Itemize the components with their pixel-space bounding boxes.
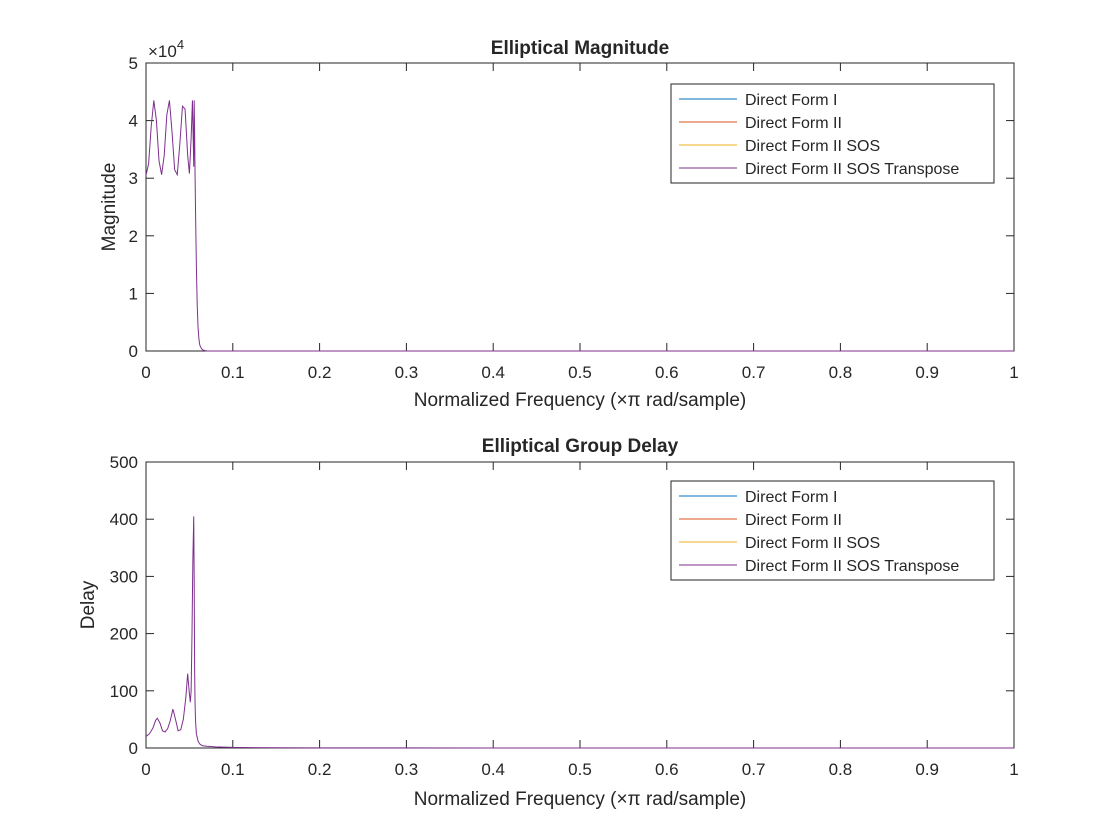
group-delay-title: Elliptical Group Delay [482,436,679,457]
group-delay-legend-label: Direct Form I [745,489,837,506]
magnitude-axes: Elliptical Magnitude Normalized Frequenc… [99,37,1019,411]
group-delay-xtick-label: 1 [1009,760,1018,779]
group-delay-series-line-3 [145,516,1014,749]
magnitude-series-line-3 [145,100,1014,352]
group-delay-xtick-label: 0.9 [915,760,939,779]
group-delay-xtick-label: 0.8 [829,760,853,779]
group-delay-legend: Direct Form I Direct Form II Direct Form I… [670,480,995,581]
magnitude-legend: Direct Form I Direct Form II Direct Form I… [670,83,995,184]
group-delay-axes: Elliptical Group Delay Normalized Freque… [78,436,1019,810]
group-delay-xtick-label: 0.3 [395,760,419,779]
group-delay-xtick-label: 0.1 [221,760,245,779]
magnitude-ytick-label: 5 [129,54,138,73]
group-delay-legend-label: Direct Form II SOS Transpose [745,558,959,575]
magnitude-xtick-label: 0 [141,363,150,382]
group-delay-xtick-label: 0.2 [308,760,332,779]
magnitude-legend-box [670,83,995,184]
magnitude-xlabel: Normalized Frequency (×π rad/sample) [414,390,747,411]
magnitude-xtick-label: 0.3 [395,363,419,382]
group-delay-xtick-label: 0 [141,760,150,779]
group-delay-legend-label: Direct Form II SOS [745,535,880,552]
group-delay-ytick-label: 400 [110,510,138,529]
magnitude-xtick-label: 1 [1009,363,1018,382]
magnitude-lines [145,100,1014,352]
magnitude-legend-label: Direct Form II SOS [745,138,880,155]
magnitude-legend-label: Direct Form II [745,115,842,132]
magnitude-ytick-label: 4 [129,112,138,131]
magnitude-ylabel: Magnitude [99,163,120,252]
group-delay-xlabel: Normalized Frequency (×π rad/sample) [414,789,747,810]
magnitude-legend-label: Direct Form II SOS Transpose [745,161,959,178]
magnitude-xtick-label: 0.7 [742,363,766,382]
magnitude-ytick-label: 3 [129,169,138,188]
magnitude-xtick-label: 0.5 [568,363,592,382]
group-delay-ytick-label: 300 [110,567,138,586]
group-delay-xtick-label: 0.6 [655,760,679,779]
group-delay-xtick-label: 0.7 [742,760,766,779]
magnitude-xtick-label: 0.6 [655,363,679,382]
magnitude-xtick-label: 0.8 [829,363,853,382]
group-delay-ytick-label: 100 [110,682,138,701]
magnitude-xtick-label: 0.1 [221,363,245,382]
magnitude-xtick-label: 0.2 [308,363,332,382]
magnitude-ytick-label: 1 [129,284,138,303]
magnitude-y-multiplier: ×104 [148,37,184,61]
group-delay-lines [145,516,1014,749]
group-delay-xtick-label: 0.5 [568,760,592,779]
magnitude-legend-label: Direct Form I [745,92,837,109]
group-delay-legend-label: Direct Form II [745,512,842,529]
group-delay-ytick-label: 500 [110,453,138,472]
magnitude-ytick-label: 2 [129,227,138,246]
group-delay-ylabel: Delay [78,580,99,629]
group-delay-legend-box [670,480,995,581]
magnitude-xtick-label: 0.9 [915,363,939,382]
group-delay-ytick-label: 200 [110,625,138,644]
group-delay-xtick-label: 0.4 [481,760,505,779]
magnitude-ticks: 0 0.1 0.2 0.3 0.4 0.5 0.6 0.7 0.8 0.9 1 0 1 2 3 4 5 [129,54,1019,382]
group-delay-ytick-label: 0 [129,739,138,758]
group-delay-ticks: 0 0.1 0.2 0.3 0.4 0.5 0.6 0.7 0.8 0.9 1 0 100 200 300 4… [110,453,1019,779]
magnitude-title: Elliptical Magnitude [491,38,669,59]
magnitude-ytick-label: 0 [129,342,138,361]
magnitude-xtick-label: 0.4 [481,363,505,382]
